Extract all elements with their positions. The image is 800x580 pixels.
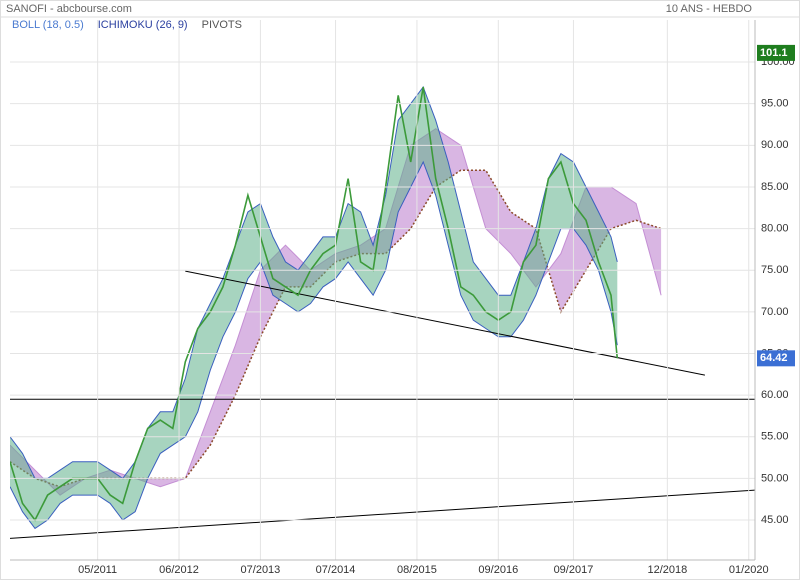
price-badge bbox=[757, 350, 795, 367]
price-badge-label: 64.42 bbox=[760, 352, 788, 364]
y-tick-label: 70.00 bbox=[761, 306, 789, 318]
chart-subtitle: 10 ANS - HEBDO bbox=[666, 3, 753, 15]
y-tick-label: 90.00 bbox=[761, 139, 789, 151]
y-tick-label: 85.00 bbox=[761, 181, 789, 193]
price-badge-label: 101.1 bbox=[760, 47, 788, 59]
x-tick-label: 07/2013 bbox=[241, 564, 281, 576]
x-tick-label: 01/2020 bbox=[729, 564, 769, 576]
x-tick-label: 05/2011 bbox=[78, 564, 117, 576]
x-tick-label: 12/2018 bbox=[647, 564, 687, 576]
y-tick-label: 50.00 bbox=[761, 472, 789, 484]
y-tick-label: 45.00 bbox=[761, 514, 789, 526]
price-badge bbox=[757, 44, 795, 61]
chart-title: SANOFI - abcbourse.com bbox=[6, 3, 132, 15]
x-tick-label: 08/2015 bbox=[397, 564, 437, 576]
indicator-label: PIVOTS bbox=[202, 19, 242, 31]
y-tick-label: 80.00 bbox=[761, 222, 789, 234]
pivot-line bbox=[10, 489, 755, 539]
bollinger-lower bbox=[10, 160, 618, 530]
y-tick-label: 55.00 bbox=[761, 431, 789, 443]
x-tick-label: 09/2016 bbox=[478, 564, 518, 576]
x-tick-label: 09/2017 bbox=[554, 564, 594, 576]
indicator-label: ICHIMOKU (26, 9) bbox=[98, 19, 188, 31]
x-tick-label: 06/2012 bbox=[159, 564, 199, 576]
y-tick-label: 95.00 bbox=[761, 98, 789, 110]
indicator-label: BOLL (18, 0.5) bbox=[12, 19, 84, 31]
y-tick-label: 75.00 bbox=[761, 264, 789, 276]
pivot-line bbox=[185, 270, 705, 376]
x-tick-label: 07/2014 bbox=[316, 564, 356, 576]
y-tick-label: 60.00 bbox=[761, 389, 789, 401]
bollinger-band bbox=[10, 87, 618, 529]
